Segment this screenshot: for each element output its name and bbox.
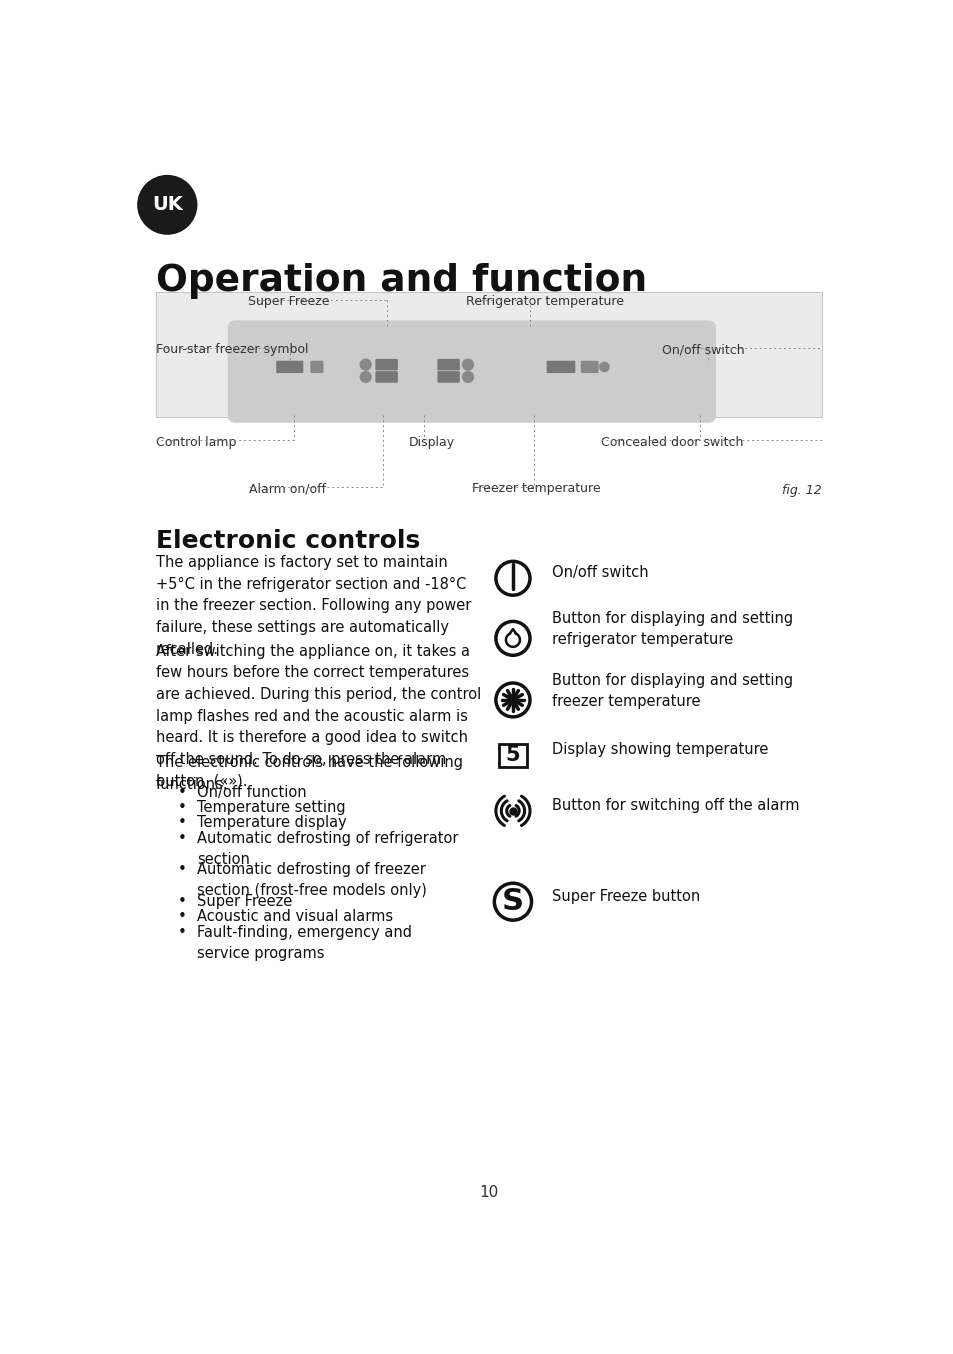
Circle shape [462, 359, 473, 370]
Text: The appliance is factory set to maintain
+5°C in the refrigerator section and -1: The appliance is factory set to maintain… [155, 555, 471, 657]
Text: Refrigerator temperature: Refrigerator temperature [466, 295, 624, 307]
Circle shape [599, 363, 608, 371]
Text: Button for displaying and setting
refrigerator temperature: Button for displaying and setting refrig… [551, 611, 792, 647]
Text: Button for displaying and setting
freezer temperature: Button for displaying and setting freeze… [551, 673, 792, 708]
Text: •: • [177, 815, 186, 830]
FancyBboxPatch shape [498, 743, 526, 766]
Text: Alarm on/off: Alarm on/off [249, 482, 326, 496]
Circle shape [360, 371, 371, 382]
Text: After switching the appliance on, it takes a
few hours before the correct temper: After switching the appliance on, it tak… [155, 643, 480, 788]
Text: On/off switch: On/off switch [551, 566, 648, 581]
Text: Display showing temperature: Display showing temperature [551, 742, 767, 757]
Text: Button for switching off the alarm: Button for switching off the alarm [551, 798, 799, 812]
Text: 10: 10 [478, 1185, 498, 1200]
FancyBboxPatch shape [375, 359, 397, 371]
Text: Super Freeze: Super Freeze [248, 295, 329, 307]
Text: Four-star freezer symbol: Four-star freezer symbol [155, 344, 308, 356]
Circle shape [462, 371, 473, 382]
Text: S: S [501, 887, 523, 917]
Text: •: • [177, 910, 186, 925]
Text: Fault-finding, emergency and
service programs: Fault-finding, emergency and service pro… [196, 925, 412, 961]
Text: On/off function: On/off function [196, 784, 306, 800]
Circle shape [360, 359, 371, 370]
Text: fig. 12: fig. 12 [781, 485, 821, 497]
Text: Electronic controls: Electronic controls [155, 529, 419, 552]
Text: Concealed door switch: Concealed door switch [600, 436, 743, 448]
FancyBboxPatch shape [276, 360, 303, 374]
FancyBboxPatch shape [436, 371, 459, 383]
Text: Control lamp: Control lamp [155, 436, 235, 448]
Text: •: • [177, 800, 186, 815]
FancyBboxPatch shape [546, 360, 575, 374]
Text: UK: UK [152, 195, 182, 214]
Text: •: • [177, 784, 186, 800]
Text: Temperature setting: Temperature setting [196, 800, 345, 815]
Text: Temperature display: Temperature display [196, 815, 346, 830]
Text: Display: Display [408, 436, 454, 448]
FancyBboxPatch shape [228, 321, 716, 422]
FancyBboxPatch shape [310, 360, 323, 374]
Text: Operation and function: Operation and function [155, 263, 646, 299]
Text: Acoustic and visual alarms: Acoustic and visual alarms [196, 910, 393, 925]
Text: •: • [177, 831, 186, 846]
Text: 5: 5 [505, 746, 519, 765]
Text: The electronic controls have the following
functions:: The electronic controls have the followi… [155, 756, 462, 792]
FancyBboxPatch shape [155, 292, 821, 417]
FancyBboxPatch shape [436, 359, 459, 371]
Text: Super Freeze button: Super Freeze button [551, 888, 700, 903]
Text: •: • [177, 894, 186, 909]
Text: Automatic defrosting of refrigerator
section: Automatic defrosting of refrigerator sec… [196, 831, 457, 867]
Text: •: • [177, 862, 186, 877]
FancyBboxPatch shape [580, 360, 598, 374]
Text: Super Freeze: Super Freeze [196, 894, 292, 909]
FancyBboxPatch shape [375, 371, 397, 383]
Circle shape [137, 176, 196, 234]
Text: Automatic defrosting of freezer
section (frost-free models only): Automatic defrosting of freezer section … [196, 862, 426, 899]
Text: •: • [177, 925, 186, 940]
Text: On/off switch: On/off switch [661, 344, 743, 356]
Text: Freezer temperature: Freezer temperature [472, 482, 599, 496]
